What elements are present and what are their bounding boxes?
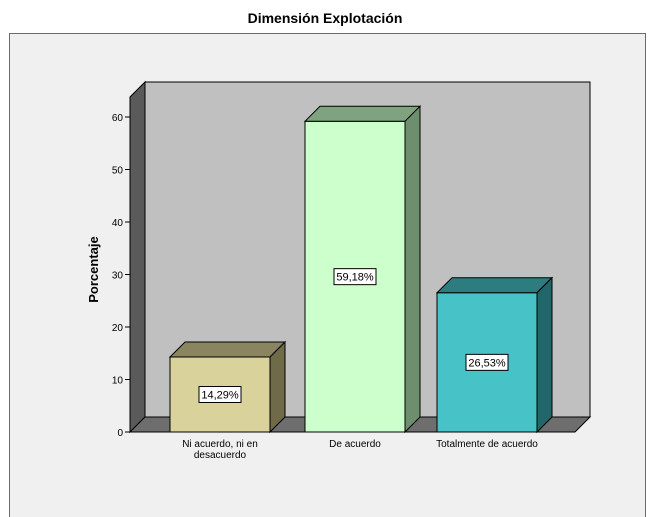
bar-side	[536, 276, 553, 434]
bar-top	[303, 105, 422, 122]
y-tick-label: 40	[112, 218, 124, 229]
y-tick-label: 30	[112, 271, 124, 282]
y-tick-label: 50	[112, 166, 124, 177]
bar-side	[404, 105, 421, 434]
x-tick-label: Ni acuerdo, ni en	[182, 439, 258, 450]
data-label-box	[198, 385, 242, 403]
bar-side	[269, 340, 286, 434]
y-axis-label: Porcentaje	[86, 236, 101, 302]
chart-title: Dimensión Explotación	[247, 10, 403, 26]
x-tick-label: Totalmente de acuerdo	[436, 439, 538, 450]
x-tick-label: De acuerdo	[329, 439, 381, 450]
data-label-box	[333, 268, 377, 286]
y-tick-label: 20	[112, 323, 124, 334]
bar-top	[168, 341, 287, 358]
data-label: 26,53%	[468, 357, 506, 369]
bar-top	[435, 277, 554, 294]
y-tick-label: 0	[117, 428, 123, 439]
y-tick-label: 10	[112, 376, 124, 387]
data-label: 59,18%	[336, 272, 374, 284]
y-tick-label: 60	[112, 113, 124, 124]
data-label: 14,29%	[201, 389, 239, 401]
data-label-box	[465, 353, 509, 371]
side-wall	[129, 80, 146, 434]
x-tick-label: desacuerdo	[194, 450, 247, 461]
bar-front	[304, 120, 406, 433]
